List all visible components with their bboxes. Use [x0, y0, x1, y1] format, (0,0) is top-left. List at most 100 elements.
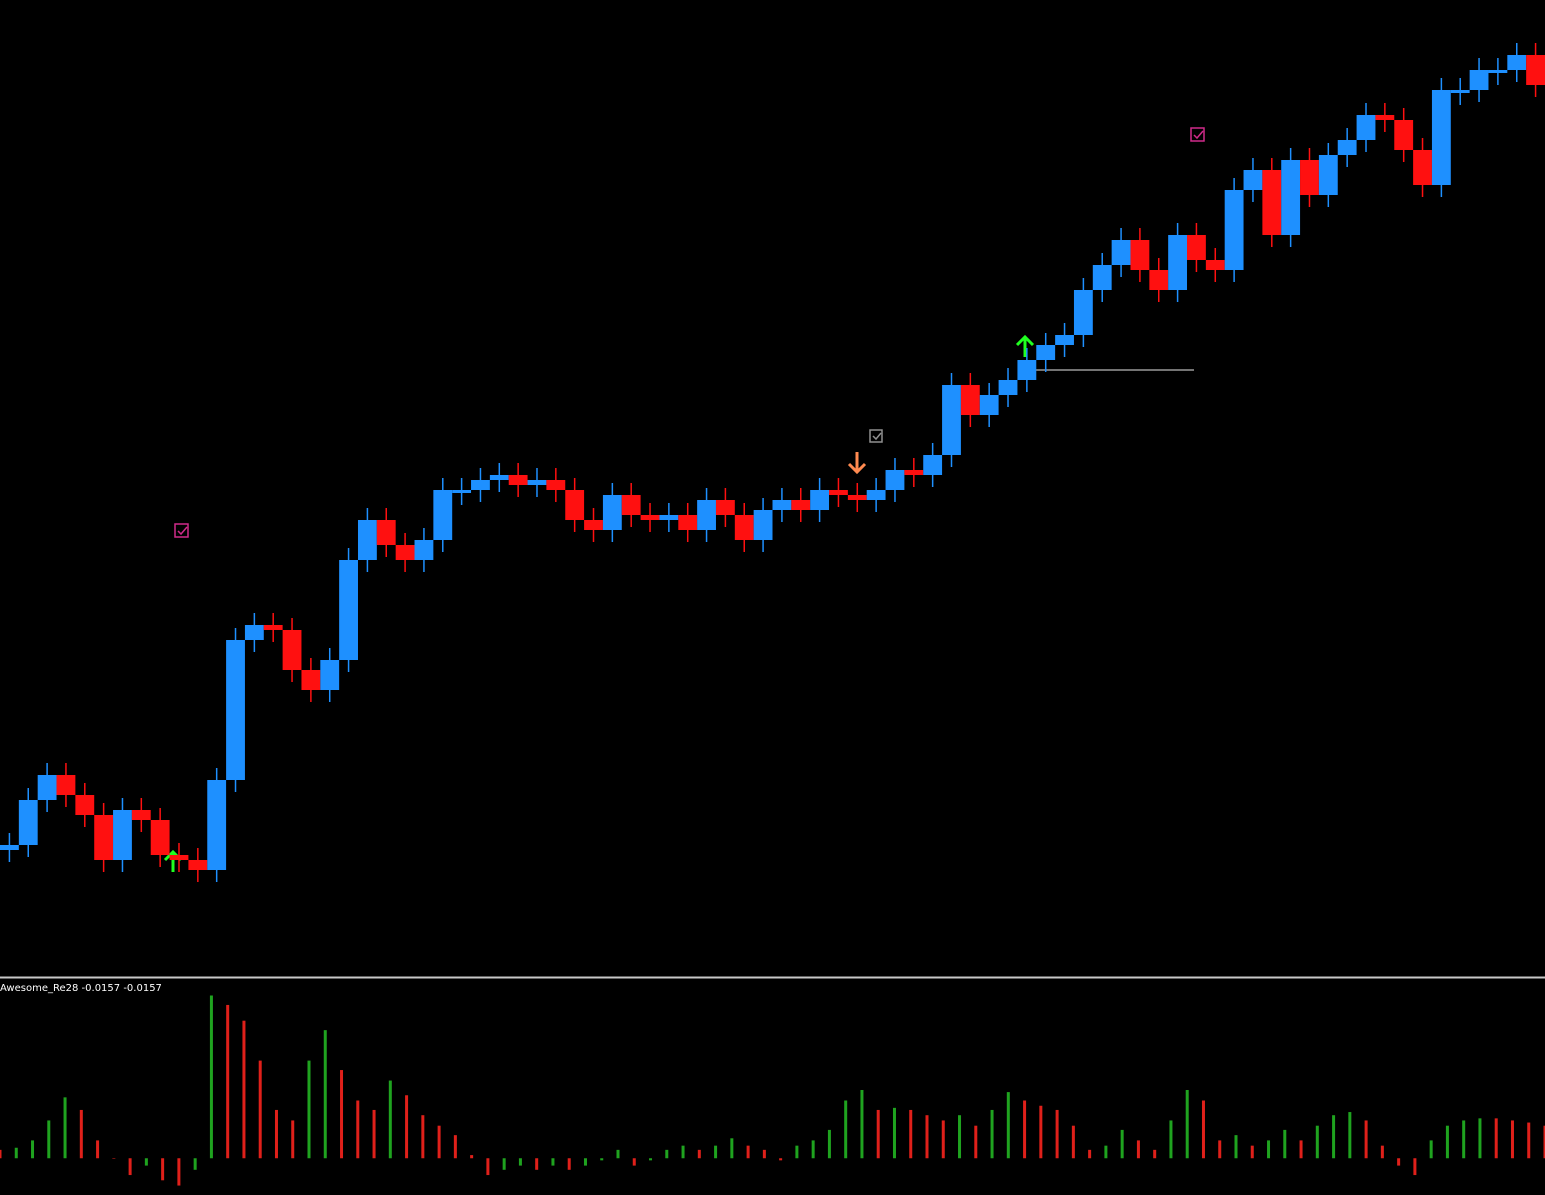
histogram-bar — [79, 1109, 83, 1159]
candle-body — [207, 780, 227, 870]
candle-body — [1450, 90, 1470, 93]
histogram-bar — [0, 1149, 2, 1159]
histogram-bar — [746, 1145, 750, 1159]
candle-body — [75, 795, 95, 815]
histogram-bar — [1543, 1125, 1545, 1159]
histogram-bar — [291, 1120, 295, 1159]
histogram-bar — [974, 1125, 978, 1159]
histogram-bar — [518, 1158, 522, 1166]
histogram-bar — [811, 1140, 815, 1159]
candle-body — [1017, 360, 1037, 380]
candle-body — [1055, 335, 1074, 345]
check-marker — [174, 127, 1205, 538]
candle-body — [546, 480, 566, 490]
histogram-bar — [1201, 1100, 1205, 1159]
candle-body — [0, 845, 19, 850]
histogram-bar — [909, 1109, 913, 1159]
candle-body — [37, 775, 57, 800]
histogram-bar — [1136, 1140, 1140, 1159]
candle-body — [433, 490, 453, 540]
histogram-bar — [1380, 1145, 1384, 1159]
histogram-bar — [616, 1149, 620, 1159]
down-arrow — [847, 452, 867, 475]
candle-body — [1130, 240, 1150, 270]
candle-body — [621, 495, 641, 515]
candle-body — [602, 495, 622, 530]
candle-body — [697, 500, 716, 530]
candle-body — [1111, 240, 1131, 265]
candle-body — [527, 480, 547, 485]
histogram-bar — [1071, 1125, 1075, 1159]
candle-body — [1526, 55, 1545, 85]
candle-body — [169, 855, 189, 860]
candle-body — [753, 510, 773, 540]
histogram-bar — [1478, 1118, 1482, 1159]
histogram-bar — [697, 1149, 701, 1159]
histogram-bar — [583, 1158, 587, 1166]
histogram-bar — [388, 1080, 392, 1159]
histogram-bar — [502, 1158, 506, 1170]
histogram-bar — [96, 1140, 100, 1159]
candle-body — [226, 640, 245, 780]
histogram-bar — [1299, 1140, 1303, 1159]
histogram-bar — [1185, 1090, 1189, 1159]
histogram-bar — [649, 1158, 653, 1161]
histogram-bar — [372, 1109, 376, 1159]
candle-body — [923, 455, 943, 475]
histogram-bar — [307, 1060, 311, 1159]
candle-body — [734, 515, 754, 540]
histogram-bar — [941, 1120, 945, 1159]
histogram-bar — [779, 1158, 783, 1161]
histogram-bar — [1348, 1112, 1352, 1159]
histogram-bar — [1267, 1140, 1271, 1159]
candle-body — [1281, 160, 1301, 235]
histogram-bar — [1218, 1140, 1222, 1159]
candle-body — [659, 515, 679, 520]
histogram-bar — [63, 1097, 67, 1159]
candle-body — [1431, 90, 1451, 185]
histogram-bar — [827, 1129, 831, 1159]
candle-body — [1168, 235, 1188, 290]
candle-body — [1318, 155, 1338, 195]
candle-body — [1036, 345, 1056, 360]
candle-body — [1375, 115, 1395, 120]
histogram-bar — [1023, 1100, 1027, 1159]
candle-body — [1187, 235, 1206, 260]
histogram-bar — [405, 1095, 409, 1159]
candle-body — [452, 490, 472, 493]
candle-body — [1092, 265, 1112, 290]
candle-body — [508, 475, 528, 485]
histogram-bar — [14, 1147, 18, 1159]
histogram-bar — [470, 1155, 474, 1159]
candle-body — [471, 480, 490, 490]
histogram-bar — [1104, 1145, 1108, 1159]
candle-body — [904, 470, 924, 475]
histogram-bar — [1055, 1109, 1059, 1159]
histogram-bar — [730, 1138, 734, 1159]
candle-body — [376, 520, 396, 545]
candle-body — [414, 540, 434, 560]
histogram-bar — [1364, 1120, 1368, 1159]
candle-body — [1507, 55, 1527, 70]
histogram-bar — [209, 995, 213, 1159]
histogram-bar — [486, 1158, 490, 1176]
candle-body — [1300, 160, 1319, 195]
histogram-bar — [161, 1158, 165, 1181]
histogram-bar — [1153, 1149, 1157, 1159]
histogram-bar — [600, 1158, 604, 1161]
histogram-bar — [1283, 1129, 1287, 1159]
histogram-bar — [1234, 1135, 1238, 1159]
candle-body — [829, 490, 848, 495]
candle-body — [188, 860, 208, 870]
candle-body — [942, 385, 961, 455]
histogram-bar — [1429, 1140, 1433, 1159]
candle-body — [715, 500, 735, 515]
histogram-bar — [437, 1125, 441, 1159]
candle-body — [489, 475, 509, 480]
candle-body — [1469, 70, 1489, 90]
candle-body — [1356, 115, 1376, 140]
candle-body — [1488, 70, 1508, 73]
candle-body — [131, 810, 151, 820]
histogram-bar — [990, 1109, 994, 1159]
histogram-bar — [1120, 1129, 1124, 1159]
